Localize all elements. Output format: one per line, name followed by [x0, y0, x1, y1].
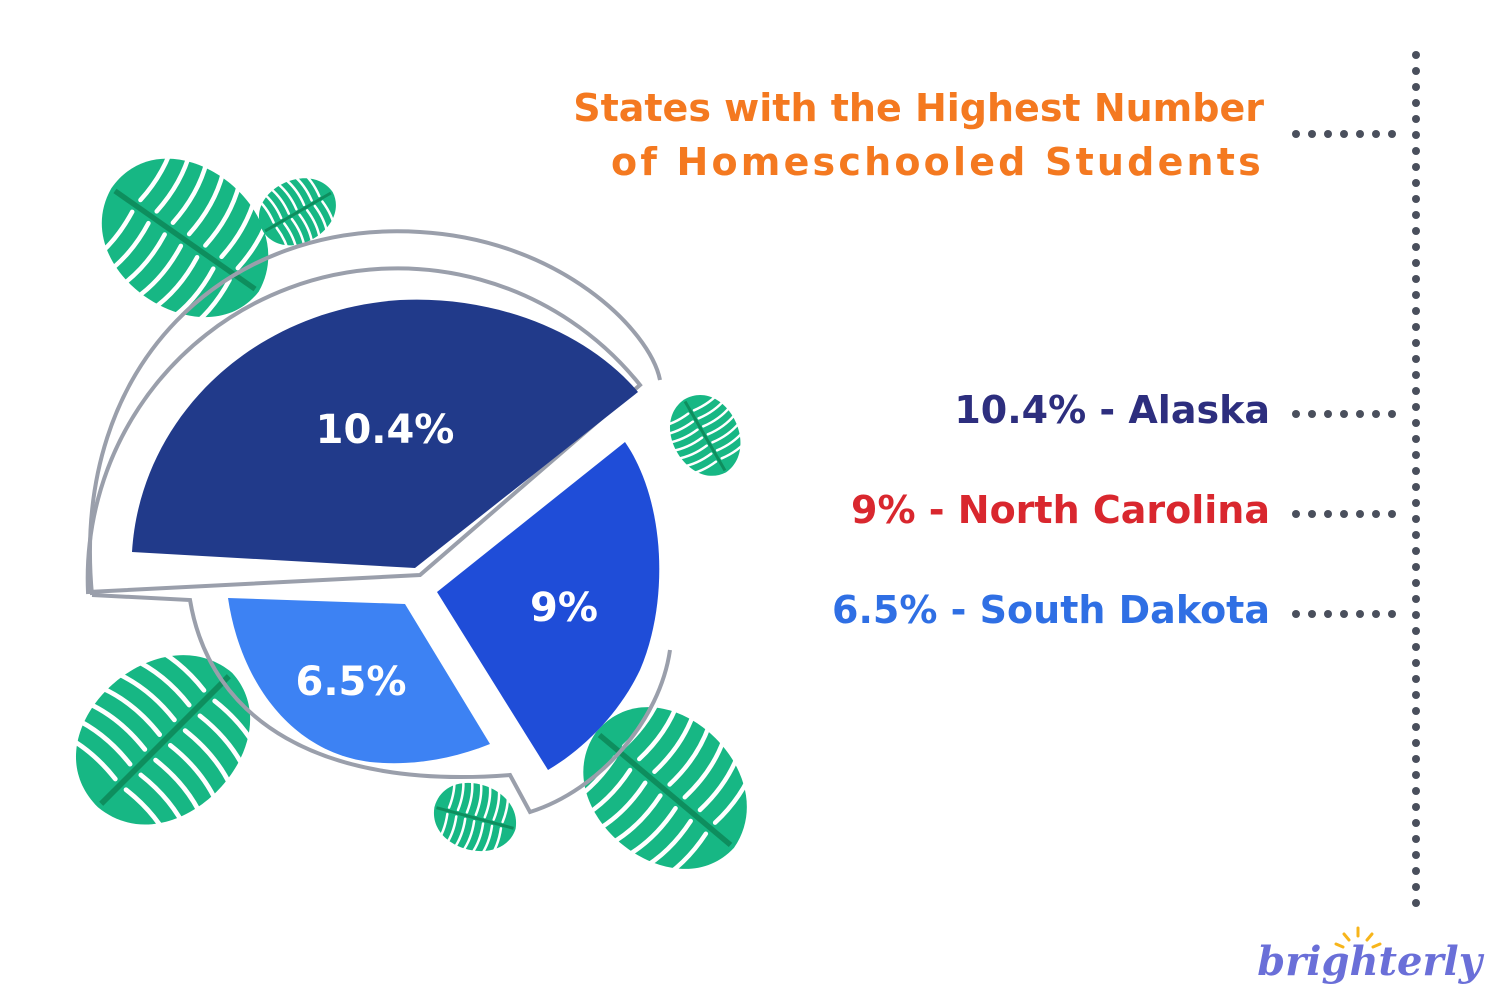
brighterly-logo: brighterly [1257, 938, 1482, 985]
chart-title-line-2: of Homeschooled Students [611, 140, 1264, 184]
monstera-leaf-icon [55, 641, 264, 850]
pie-slices [132, 299, 660, 770]
monstera-leaf-decorations [55, 136, 757, 885]
monstera-leaf-icon [657, 389, 750, 477]
slice-label-alaska: 10.4% [316, 407, 455, 453]
slice-north-carolina [437, 442, 660, 770]
legend-entry-north-carolina: 9% - North Carolina [851, 488, 1270, 532]
monstera-leaf-icon [84, 136, 274, 335]
logo-sun-rays-icon [1334, 926, 1382, 949]
slice-alaska [132, 299, 638, 568]
slice-label-south-dakota: 6.5% [296, 659, 407, 705]
legend-entry-south-dakota: 6.5% - South Dakota [832, 588, 1270, 632]
slice-south-dakota [228, 598, 490, 764]
slice-label-north-carolina: 9% [530, 585, 598, 631]
monstera-leaf-icon [254, 169, 337, 258]
monstera-leaf-icon [434, 774, 516, 861]
chart-title-line-1: States with the Highest Number [573, 86, 1264, 130]
legend-connector-lines [1292, 51, 1420, 907]
legend-entry-alaska: 10.4% - Alaska [954, 388, 1270, 432]
